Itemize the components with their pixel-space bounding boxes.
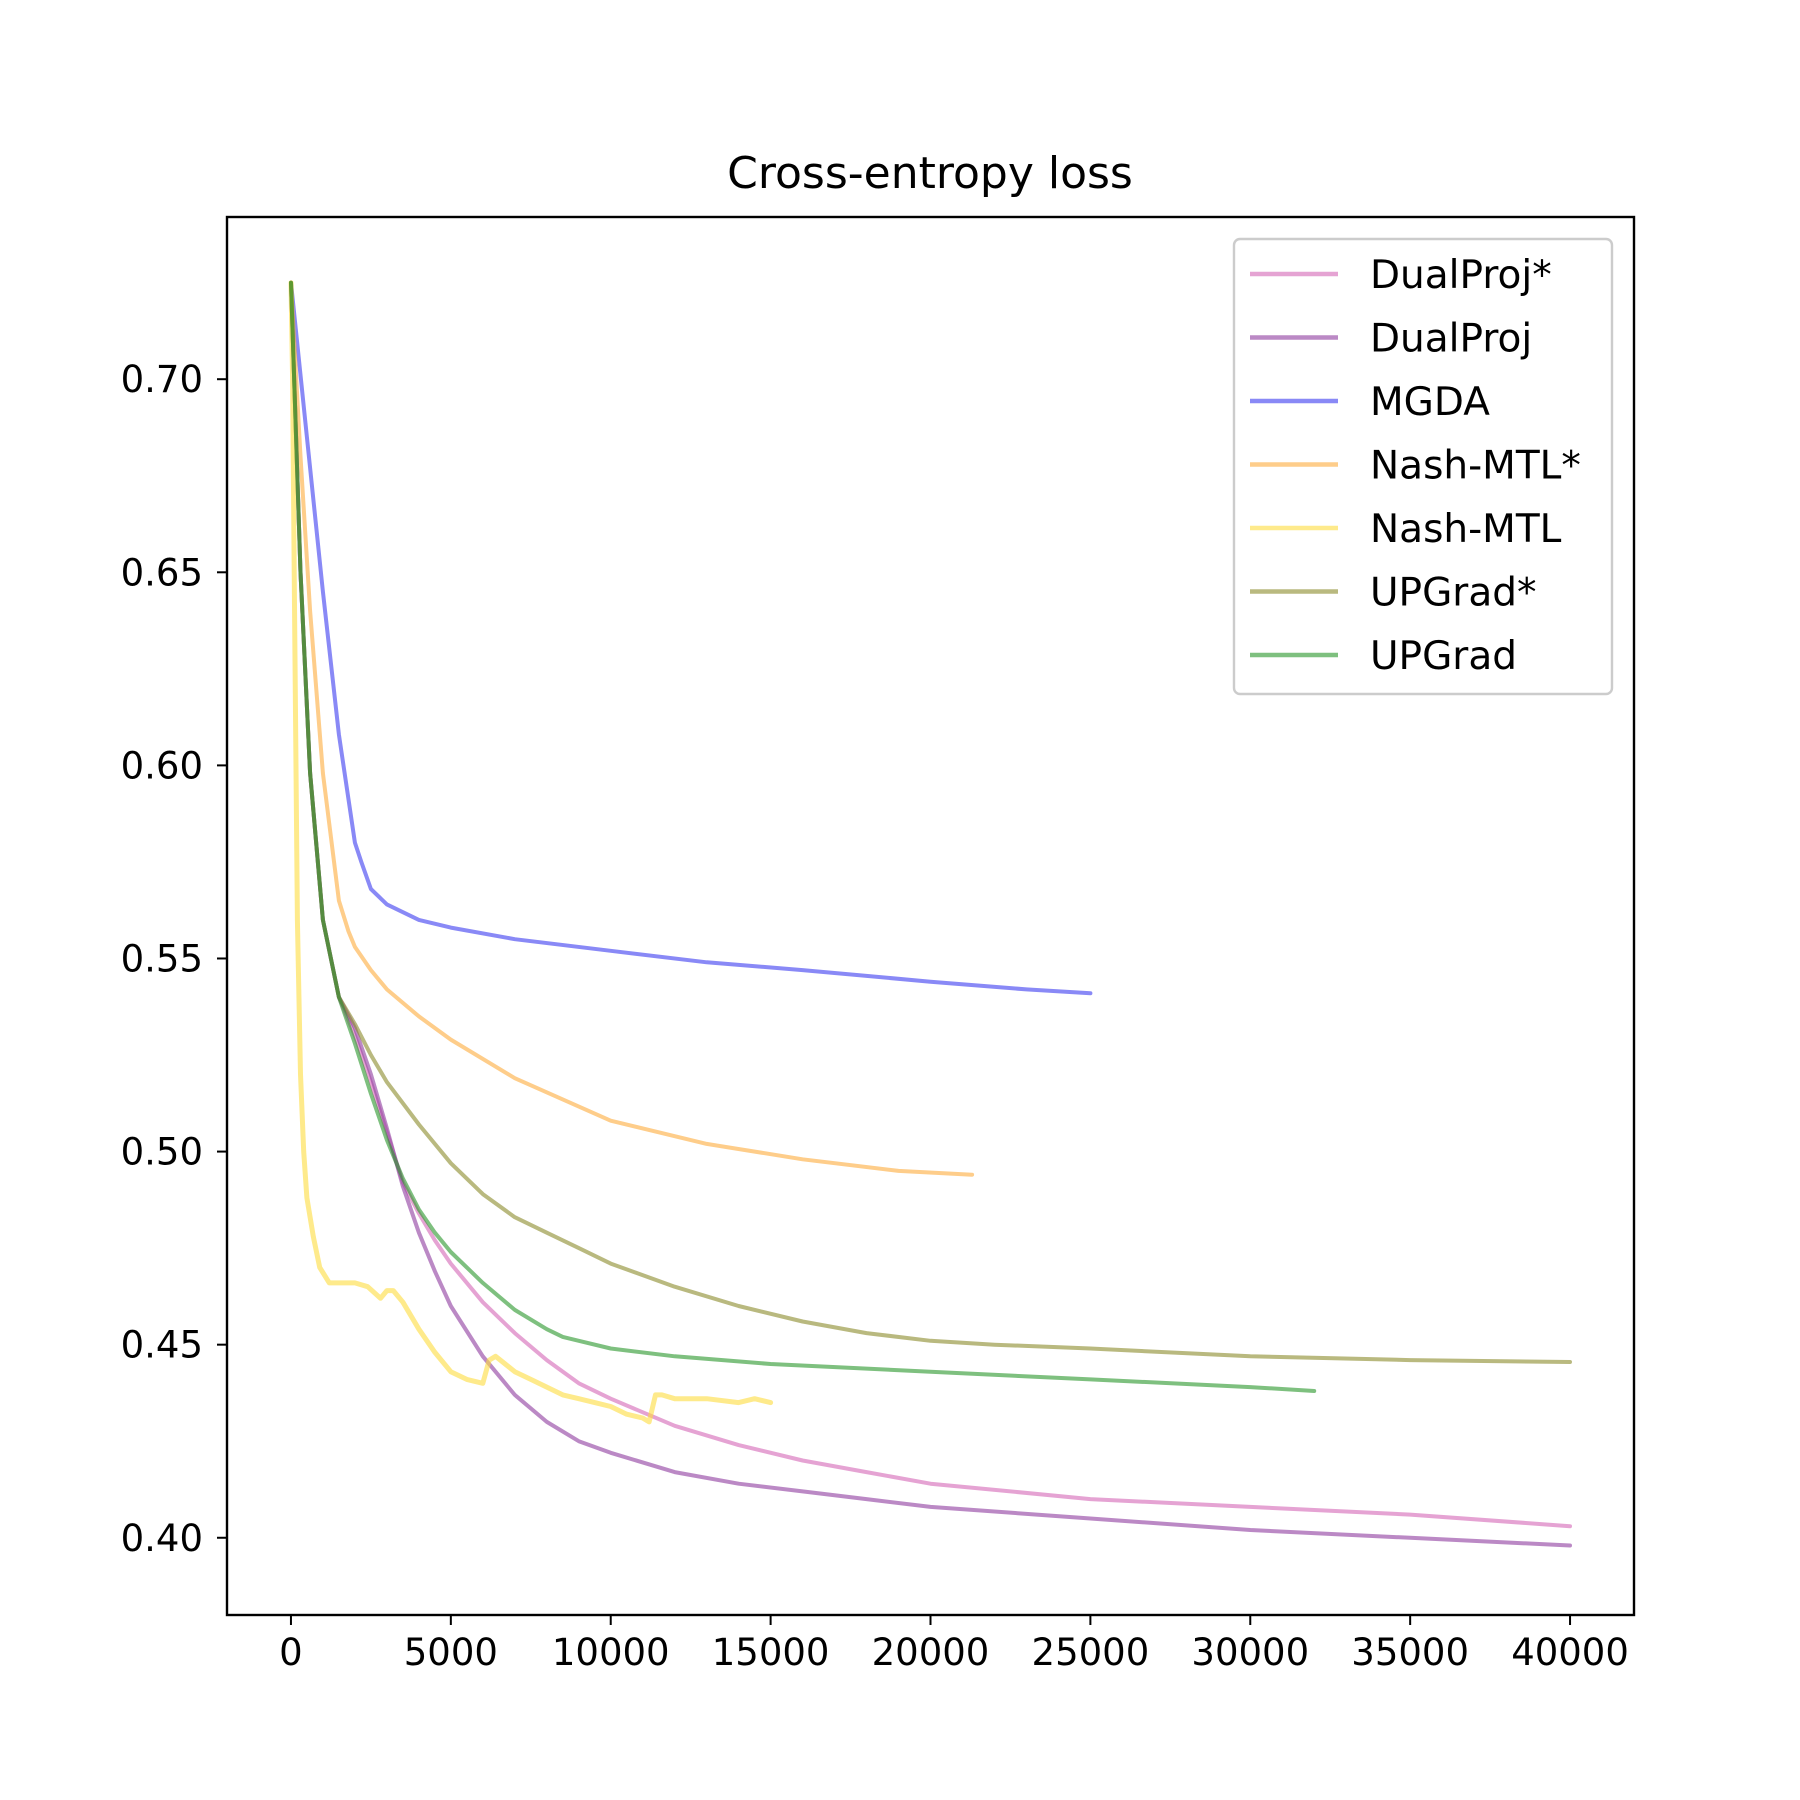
series-layer	[288, 280, 1572, 1548]
legend-label: UPGrad*	[1370, 571, 1536, 616]
y-tick-label: 0.65	[121, 551, 203, 594]
series-line-nash-mtl	[288, 280, 774, 1425]
x-axis: 0 5000 10000 15000 20000 25000 30000 35000 40000	[279, 1615, 1629, 1674]
legend: DualProj* DualProj MGDA Nash-MTL* Nash-MTL UP…	[1232, 237, 1614, 696]
x-tick-label: 10000	[552, 1631, 670, 1674]
legend-label: UPGrad	[1370, 634, 1517, 679]
y-tick-label: 0.70	[121, 358, 203, 401]
y-axis: 0.40 0.45 0.50 0.55 0.60 0.65 0.70	[121, 358, 227, 1560]
series-line-nash-mtl-star	[289, 280, 975, 1177]
legend-label: Nash-MTL*	[1370, 444, 1581, 489]
legend-label: MGDA	[1370, 380, 1490, 425]
y-tick-label: 0.60	[121, 744, 203, 787]
legend-label: DualProj*	[1370, 253, 1552, 298]
y-tick-label: 0.50	[121, 1131, 203, 1174]
series-line-upgrad	[289, 280, 1317, 1393]
x-tick-label: 20000	[872, 1631, 990, 1674]
y-tick-label: 0.55	[121, 937, 203, 980]
x-tick-label: 35000	[1351, 1631, 1469, 1674]
series-line-mgda	[289, 280, 1093, 996]
x-tick-label: 40000	[1511, 1631, 1629, 1674]
y-tick-label: 0.40	[121, 1517, 203, 1560]
x-tick-label: 5000	[404, 1631, 498, 1674]
y-tick-label: 0.45	[121, 1324, 203, 1367]
x-tick-label: 30000	[1191, 1631, 1309, 1674]
legend-label: DualProj	[1370, 317, 1532, 362]
chart-title: Cross-entropy loss	[727, 148, 1133, 199]
legend-label: Nash-MTL	[1370, 507, 1562, 552]
x-tick-label: 25000	[1032, 1631, 1150, 1674]
x-tick-label: 0	[279, 1631, 303, 1674]
legend-box	[1232, 237, 1614, 696]
x-tick-label: 15000	[712, 1631, 830, 1674]
